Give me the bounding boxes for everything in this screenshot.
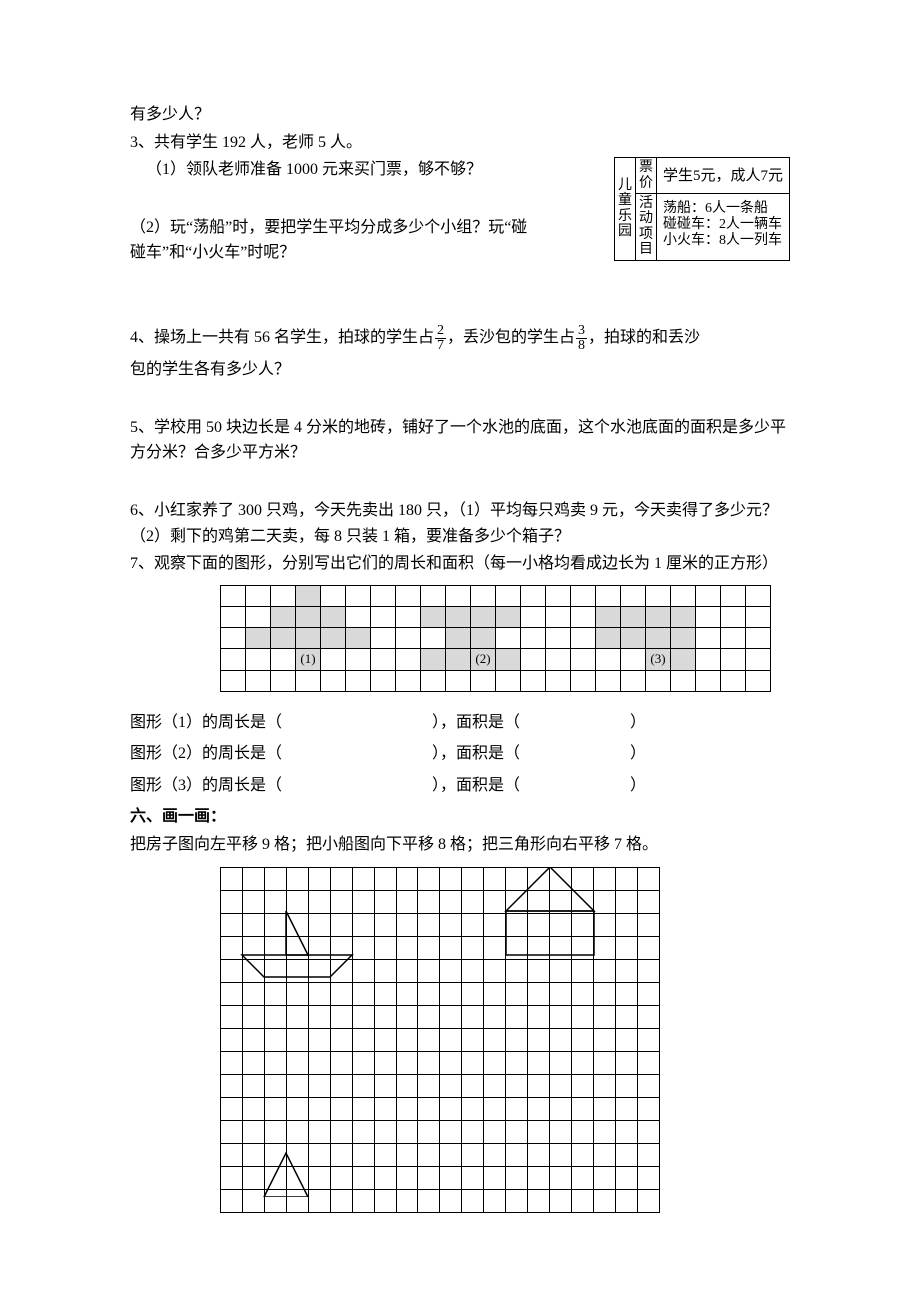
box-r2b: 荡船：6人一条船碰碰车：2人一辆车小火车：8人一列车 [656, 193, 789, 260]
q6: 6、小红家养了 300 只鸡，今天先卖出 180 只，（1）平均每只鸡卖 9 元… [130, 498, 790, 549]
q7: 7、观察下面的图形，分别写出它们的周长和面积（每一小格均看成边长为 1 厘米的正… [130, 551, 790, 577]
q4-c: ，拍球的和丢沙 [588, 329, 700, 346]
grid-q6draw [220, 867, 660, 1213]
q-top: 有多少人？ [130, 102, 790, 128]
box-r1a: 票价 [635, 158, 656, 194]
fill-1: 图形（1）的周长是（），面积是（） [130, 710, 790, 736]
box-r1b: 学生5元，成人7元 [656, 158, 789, 194]
box-left: 儿童乐园 [614, 158, 635, 260]
q4: 4、操场上一共有 56 名学生，拍球的学生占27，丢沙包的学生占38，拍球的和丢… [130, 320, 790, 355]
sec6-line: 把房子图向左平移 9 格；把小船图向下平移 8 格；把三角形向右平移 7 格。 [130, 832, 790, 858]
sec6-title: 六、画一画： [130, 804, 790, 830]
info-box: 儿童乐园 票价 学生5元，成人7元 活动项目 荡船：6人一条船碰碰车：2人一辆车… [614, 157, 790, 260]
q4-b: ，丢沙包的学生占 [447, 329, 575, 346]
fill-3: 图形（3）的周长是（），面积是（） [130, 773, 790, 799]
box-r2a: 活动项目 [635, 193, 656, 260]
q4-a: 4、操场上一共有 56 名学生，拍球的学生占 [130, 329, 434, 346]
q5: 5、学校用 50 块边长是 4 分米的地砖，铺好了一个水池的底面，这个水池底面的… [130, 415, 790, 466]
fill-2: 图形（2）的周长是（），面积是（） [130, 741, 790, 767]
grid-q7: (1)(2)(3) [220, 585, 790, 692]
q4-d: 包的学生各有多少人？ [130, 357, 790, 383]
frac2: 38 [576, 324, 587, 353]
q3-line1: 3、共有学生 192 人，老师 5 人。 [130, 130, 790, 156]
frac1: 27 [435, 324, 446, 353]
